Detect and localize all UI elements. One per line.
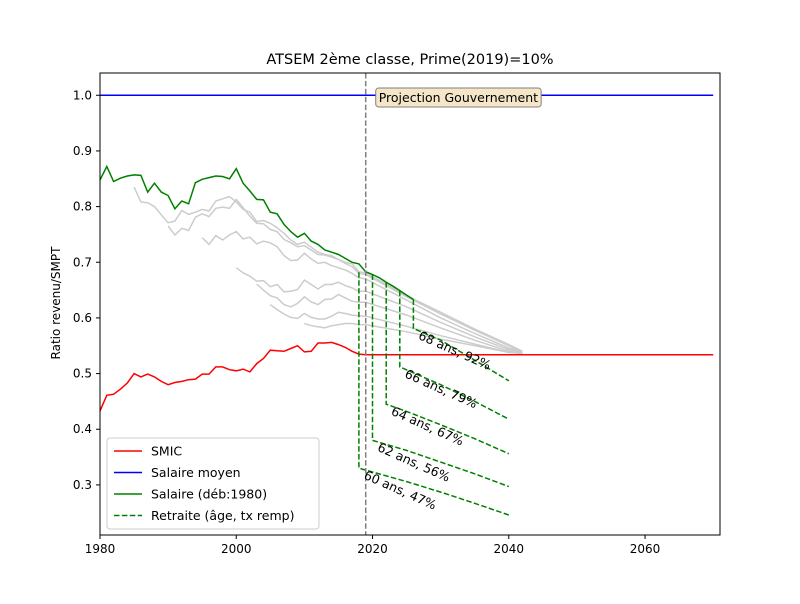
other-career-line-5: [269, 303, 523, 355]
y-tick-label: 0.6: [73, 311, 92, 325]
y-tick-label: 0.4: [73, 422, 92, 436]
legend: SMIC Salaire moyen Salaire (déb:1980) Retra…: [106, 437, 320, 530]
axes-frame: [99, 72, 721, 536]
other-career-line-1: [167, 198, 523, 352]
retirement-line-6: [399, 290, 510, 420]
other-career-line-4: [256, 283, 523, 354]
y-tick-label: 1.0: [73, 88, 92, 102]
projection-label: Projection Gouvernement: [379, 90, 538, 105]
retirement-line-5: [385, 282, 510, 455]
x-tick-label: 1980: [85, 542, 116, 556]
y-tick-label: 0.7: [73, 255, 92, 269]
x-tick-label: 2060: [630, 542, 661, 556]
chart-title: ATSEM 2ème classe, Prime(2019)=10%: [266, 52, 553, 68]
x-tick-label: 2020: [357, 542, 388, 556]
series-line-salaire-d-b-1980-: [100, 164, 414, 301]
y-tick-label: 0.8: [73, 200, 92, 214]
legend-label-2: Salaire (déb:1980): [151, 487, 267, 502]
y-tick-label: 0.9: [73, 144, 92, 158]
x-tick-label: 2000: [221, 542, 252, 556]
legend-box: [106, 437, 320, 530]
legend-label-0: SMIC: [151, 444, 182, 459]
plot-area: [100, 73, 714, 535]
retirement-line-3: [358, 272, 510, 516]
axes: 1980 2000 2020 2040 2060 0.3 0.4 0.5 0.6 0.7 0.8 0.…: [73, 72, 721, 556]
retirement-line-7: [412, 299, 510, 382]
series-line-smic: [100, 341, 714, 412]
plot-series-group: [100, 73, 714, 535]
legend-label-3: Retraite (âge, tx remp): [151, 508, 294, 523]
y-axis-label: Ratio revenu/SMPT: [49, 246, 63, 360]
other-career-line-0: [133, 186, 523, 352]
other-career-line-6: [304, 322, 523, 355]
legend-label-1: Salaire moyen: [151, 465, 241, 480]
other-career-line-3: [235, 267, 523, 354]
y-tick-label: 0.5: [73, 367, 92, 381]
x-tick-label: 2040: [494, 542, 525, 556]
y-tick-label: 0.3: [73, 478, 92, 492]
projection-label-box: [375, 87, 542, 108]
retirement-line-4: [371, 274, 510, 488]
